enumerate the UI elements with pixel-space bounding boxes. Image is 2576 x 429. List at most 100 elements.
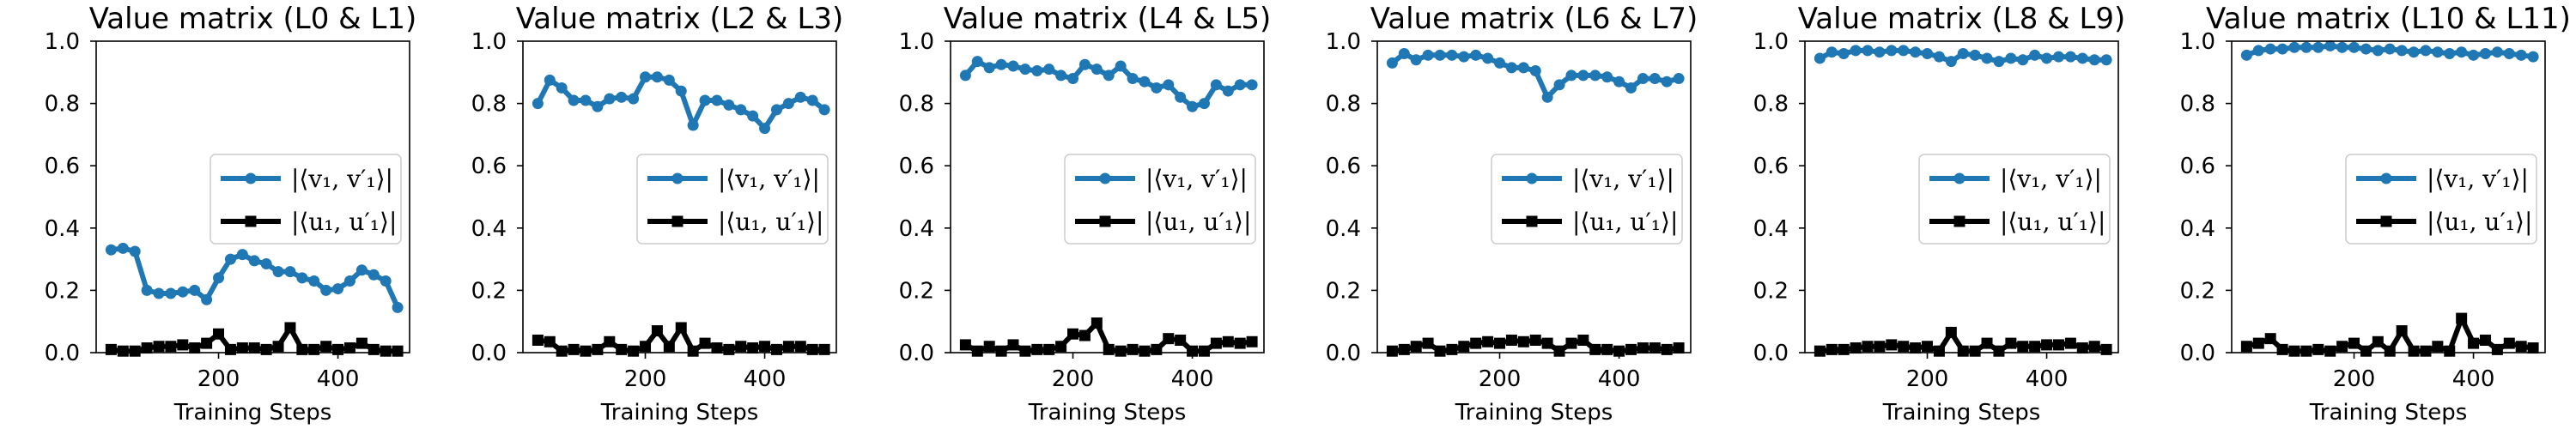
data-point — [2432, 341, 2444, 353]
data-point — [2420, 345, 2432, 357]
data-point — [213, 272, 225, 284]
subplot-3: Value matrix (L6 & L7) 0.0 0.2 0.4 0.6 0.8 1.0… — [1326, 2, 1698, 426]
legend-label: |⟨v₁, v′₁⟩| — [1145, 165, 1248, 193]
x-tick-label: 400 — [1171, 366, 1214, 392]
data-point — [556, 82, 568, 94]
data-point — [747, 110, 759, 122]
data-point — [747, 342, 759, 354]
data-point — [1410, 54, 1422, 66]
data-point — [1198, 345, 1210, 357]
data-point — [2324, 345, 2336, 357]
data-point — [1957, 48, 1969, 60]
data-point — [224, 343, 236, 355]
data-point — [1661, 76, 1673, 88]
chart-title: Value matrix (L10 & L11) — [2206, 2, 2571, 36]
data-point — [296, 343, 308, 355]
data-point — [532, 334, 544, 346]
data-point — [995, 345, 1007, 357]
legend-label: |⟨u₁, u′₁⟩| — [2427, 208, 2532, 236]
data-point — [2360, 345, 2372, 357]
data-point — [1625, 82, 1637, 94]
data-point — [2468, 337, 2480, 349]
data-point — [1910, 342, 1922, 354]
legend-label: |⟨u₁, u′₁⟩| — [2000, 208, 2105, 236]
data-point — [699, 94, 711, 106]
data-point — [1814, 345, 1826, 357]
data-point — [236, 249, 248, 261]
data-point — [117, 242, 129, 254]
plot-frame — [2231, 40, 2546, 353]
data-point — [1850, 45, 1862, 57]
data-point — [2444, 48, 2456, 60]
y-tick-label: 0.4 — [471, 216, 507, 242]
chart-title: Value matrix (L8 & L9) — [1798, 2, 2126, 36]
y-tick-label: 0.0 — [45, 341, 80, 366]
data-point — [616, 343, 628, 355]
y-tick-label: 0.6 — [1753, 154, 1789, 179]
data-point — [1091, 317, 1103, 329]
data-point — [687, 345, 699, 357]
data-point — [308, 275, 320, 287]
data-point — [2041, 339, 2053, 351]
data-point — [248, 255, 260, 267]
x-axis-label: Training Steps — [600, 400, 759, 426]
data-point — [1187, 100, 1199, 112]
legend-label: |⟨u₁, u′₁⟩| — [1145, 208, 1251, 236]
data-point — [759, 341, 771, 353]
data-point — [2240, 341, 2252, 353]
data-point — [368, 343, 380, 355]
data-point — [153, 341, 165, 353]
series-u1 — [959, 317, 1258, 357]
plot-frame — [522, 40, 837, 353]
data-point — [628, 93, 640, 105]
data-point — [2100, 54, 2112, 66]
data-point — [2005, 337, 2017, 349]
data-point — [2240, 49, 2252, 61]
data-point — [1589, 343, 1601, 355]
data-point — [260, 343, 272, 355]
data-point — [2348, 337, 2360, 349]
data-point — [272, 266, 284, 278]
data-point — [1529, 334, 1541, 346]
data-point — [1505, 62, 1517, 74]
data-point — [544, 74, 556, 86]
data-point — [1957, 345, 1969, 357]
series-v1 — [1386, 48, 1685, 103]
y-tick-label: 1.0 — [1753, 29, 1789, 55]
data-point — [1494, 337, 1506, 349]
data-point — [1601, 71, 1613, 83]
data-point — [2005, 52, 2017, 64]
data-point — [1187, 345, 1199, 357]
legend-marker — [1526, 215, 1538, 227]
data-point — [380, 345, 392, 357]
data-point — [1246, 79, 1258, 91]
data-point — [1910, 46, 1922, 58]
data-point — [2076, 342, 2088, 354]
y-tick-label: 1.0 — [899, 29, 934, 55]
data-point — [1446, 49, 1458, 61]
x-axis-label: Training Steps — [1455, 400, 1613, 426]
data-point — [628, 345, 640, 357]
data-point — [141, 342, 153, 354]
data-point — [2408, 345, 2420, 357]
data-point — [1862, 45, 1874, 57]
data-point — [1043, 343, 1055, 355]
data-point — [1019, 63, 1031, 76]
data-point — [224, 253, 236, 265]
data-point — [806, 343, 818, 355]
data-point — [1422, 49, 1434, 61]
legend-marker — [245, 172, 257, 184]
data-point — [2396, 45, 2408, 57]
legend-marker — [245, 215, 257, 227]
data-point — [1398, 343, 1410, 355]
data-point — [1067, 328, 1079, 340]
data-point — [2324, 39, 2336, 51]
data-point — [1601, 343, 1613, 355]
legend-label: |⟨v₁, v′₁⟩| — [291, 165, 393, 193]
y-tick-label: 0.0 — [899, 341, 934, 366]
data-point — [2288, 41, 2300, 53]
data-point — [392, 301, 404, 313]
legend-marker — [671, 215, 683, 227]
data-point — [1019, 345, 1031, 357]
